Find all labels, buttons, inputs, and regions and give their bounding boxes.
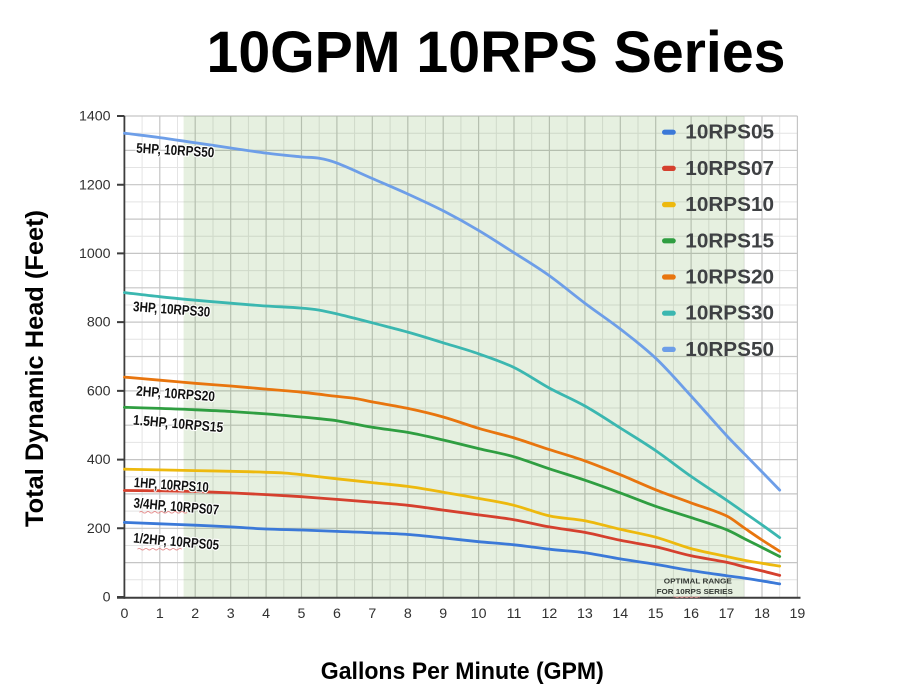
svg-text:6: 6: [333, 606, 341, 622]
svg-text:10RPS15: 10RPS15: [685, 229, 774, 252]
svg-text:10RPS10: 10RPS10: [685, 193, 774, 216]
svg-text:10: 10: [471, 606, 487, 622]
svg-text:8: 8: [404, 606, 412, 622]
svg-text:16: 16: [683, 606, 699, 622]
svg-text:2HP, 10RPS20: 2HP, 10RPS20: [136, 383, 216, 405]
svg-text:1: 1: [156, 606, 164, 622]
svg-text:400: 400: [87, 452, 111, 468]
svg-text:600: 600: [87, 384, 111, 400]
svg-text:18: 18: [754, 606, 770, 622]
svg-text:10RPS07: 10RPS07: [685, 157, 774, 180]
svg-text:1000: 1000: [79, 246, 111, 262]
svg-text:10RPS30: 10RPS30: [685, 302, 774, 325]
svg-text:12: 12: [542, 606, 558, 622]
svg-text:7: 7: [368, 606, 376, 622]
svg-text:200: 200: [87, 521, 111, 537]
svg-text:9: 9: [439, 606, 447, 622]
svg-text:14: 14: [612, 606, 628, 622]
svg-text:11: 11: [507, 606, 522, 622]
svg-text:OPTIMAL RANGE: OPTIMAL RANGE: [664, 577, 732, 586]
svg-text:10GPM 10RPS Series: 10GPM 10RPS Series: [207, 20, 786, 85]
svg-text:1400: 1400: [79, 109, 111, 125]
svg-text:0: 0: [103, 590, 111, 606]
svg-text:3: 3: [227, 606, 235, 622]
svg-text:19: 19: [790, 606, 806, 622]
svg-text:2: 2: [191, 606, 199, 622]
svg-text:FOR 10RPS SERIES: FOR 10RPS SERIES: [657, 587, 733, 596]
svg-text:1200: 1200: [79, 177, 111, 193]
svg-text:Gallons Per Minute (GPM): Gallons Per Minute (GPM): [321, 659, 604, 685]
svg-text:4: 4: [262, 606, 270, 622]
svg-text:Total Dynamic Head (Feet): Total Dynamic Head (Feet): [21, 210, 49, 527]
svg-text:1HP, 10RPS10: 1HP, 10RPS10: [133, 474, 209, 495]
svg-text:3HP, 10RPS30: 3HP, 10RPS30: [133, 298, 211, 320]
svg-text:15: 15: [648, 606, 664, 622]
svg-text:0: 0: [120, 606, 128, 622]
svg-text:5: 5: [298, 606, 306, 622]
svg-text:10RPS20: 10RPS20: [685, 266, 774, 289]
svg-text:10RPS05: 10RPS05: [685, 121, 774, 144]
svg-text:13: 13: [577, 606, 593, 622]
svg-text:800: 800: [87, 315, 111, 331]
svg-text:17: 17: [719, 606, 735, 622]
svg-text:10RPS50: 10RPS50: [685, 338, 774, 361]
svg-text:5HP, 10RPS50: 5HP, 10RPS50: [136, 140, 215, 161]
